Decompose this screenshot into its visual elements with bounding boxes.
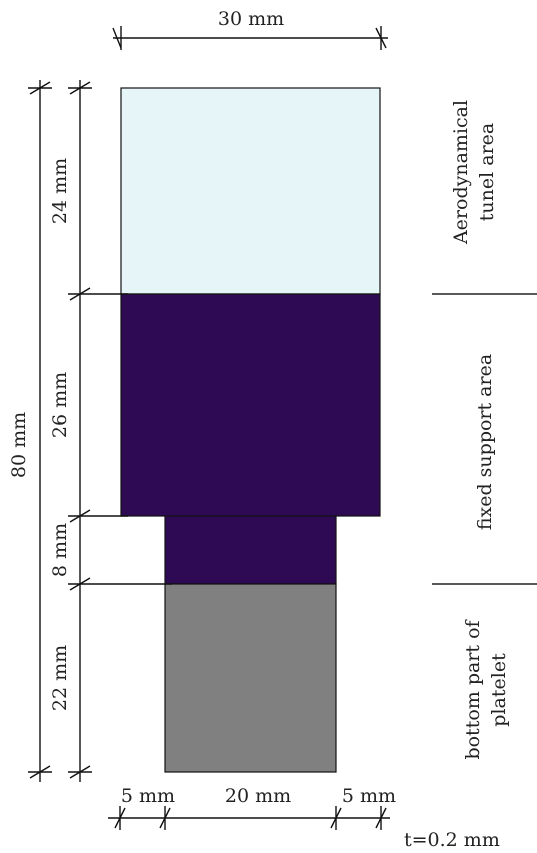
top-width-dimension: 30 mm: [112, 8, 388, 50]
thickness-note: t=0.2 mm: [404, 829, 500, 851]
bottom-label-line1: bottom part of: [462, 618, 484, 759]
bottom-left-width-label: 5 mm: [121, 785, 175, 807]
total-height-label: 80 mm: [8, 412, 30, 478]
total-height-dimension: 80 mm: [8, 80, 52, 782]
aero-label-line1: Aerodynamical: [450, 100, 472, 245]
bottom-right-width-label: 5 mm: [342, 785, 396, 807]
aerodynamical-area-label: Aerodynamical tunel area: [450, 100, 498, 245]
fixed-support-upper-region: [120, 293, 381, 517]
top-width-label: 30 mm: [218, 8, 284, 30]
segment-22-label: 22 mm: [49, 645, 71, 711]
segment-24-label: 24 mm: [49, 158, 71, 224]
bottom-label-line2: platelet: [488, 653, 510, 727]
segment-height-dimensions: 24 mm 26 mm 8 mm 22 mm: [49, 80, 172, 782]
aerodynamical-tunnel-region: [120, 87, 381, 295]
aero-label-line2: tunel area: [476, 123, 498, 221]
segment-26-label: 26 mm: [49, 372, 71, 438]
fixed-support-area-label: fixed support area: [474, 354, 496, 530]
segment-8-label: 8 mm: [49, 523, 71, 577]
bottom-middle-width-label: 20 mm: [225, 785, 291, 807]
fixed-support-lower-region: [164, 515, 337, 585]
bottom-platelet-region: [164, 583, 337, 773]
bottom-part-area-label: bottom part of platelet: [462, 618, 510, 759]
bottom-width-dimensions: 5 mm 20 mm 5 mm: [108, 785, 396, 830]
